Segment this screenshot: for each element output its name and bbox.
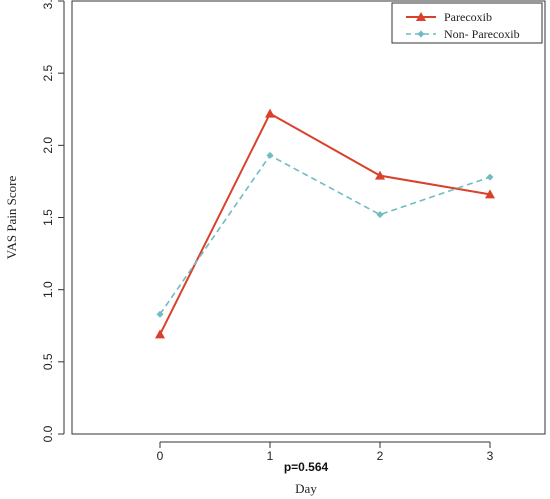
y-tick-label: 3.0	[41, 0, 55, 9]
series-line-parecoxib	[159, 112, 491, 335]
x-tick-label: 1	[267, 449, 274, 463]
y-axis-title: VAS Pain Score	[4, 176, 19, 260]
legend-marker-parecoxib	[416, 12, 426, 21]
y-tick-label: 1.5	[41, 209, 55, 226]
y-tick-label: 0.0	[41, 425, 55, 442]
data-point-parecoxib	[485, 189, 495, 199]
x-axis: 0 1 2 3	[157, 441, 494, 463]
x-tick-label: 3	[487, 449, 494, 463]
legend-marker-non-parecoxib	[417, 30, 425, 38]
y-axis: 0.0 0.5 1.0 1.5 2.0 2.5 3.0	[41, 0, 65, 442]
legend-box	[391, 2, 543, 44]
p-value-annotation: p=0.564	[284, 460, 329, 474]
data-point-non-parecoxib	[156, 310, 164, 318]
data-point-parecoxib	[375, 170, 385, 180]
data-point-parecoxib	[265, 108, 275, 118]
data-point-parecoxib	[155, 329, 165, 339]
series-layer	[155, 108, 495, 339]
x-tick-label: 2	[377, 449, 384, 463]
legend-label-non-parecoxib: Non- Parecoxib	[444, 27, 520, 41]
data-point-non-parecoxib	[376, 211, 384, 219]
data-point-non-parecoxib	[486, 173, 494, 181]
y-tick-label: 0.5	[41, 353, 55, 370]
series-line-non-parecoxib	[159, 154, 491, 315]
legend: Parecoxib Non- Parecoxib	[391, 2, 543, 44]
legend-label-parecoxib: Parecoxib	[444, 10, 492, 24]
y-tick-label: 1.0	[41, 281, 55, 298]
y-tick-label: 2.5	[41, 65, 55, 82]
y-tick-label: 2.0	[41, 137, 55, 154]
plot-frame	[71, 0, 546, 435]
x-tick-label: 0	[157, 449, 164, 463]
data-point-non-parecoxib	[266, 151, 274, 159]
x-axis-title: Day	[295, 481, 317, 496]
